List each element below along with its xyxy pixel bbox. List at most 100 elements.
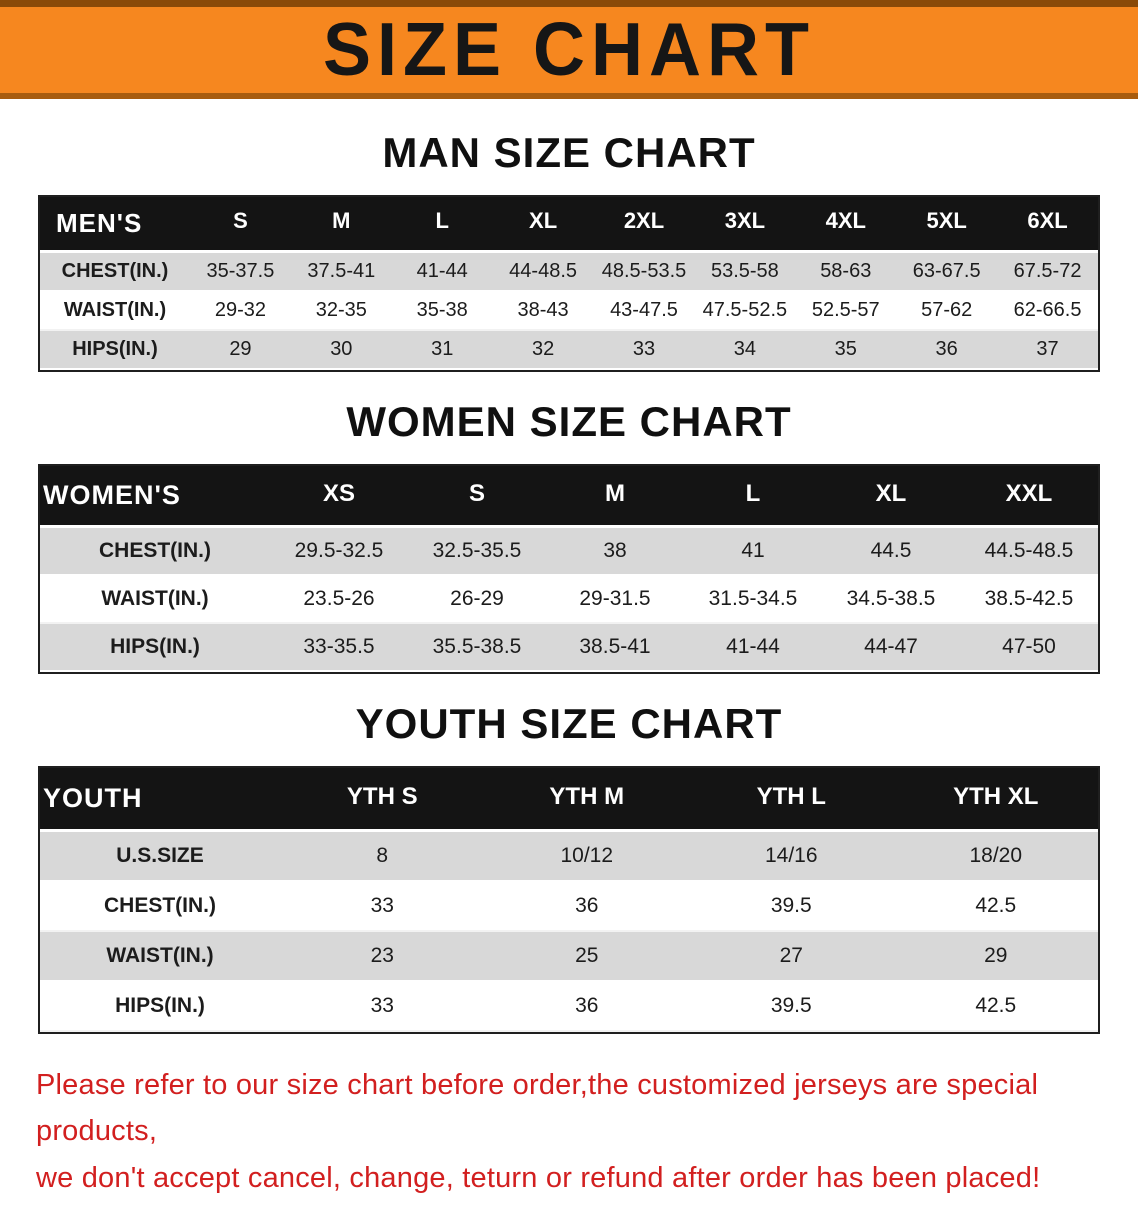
row-label: WAIST(IN.) [40, 292, 190, 331]
size-value-cell: 35-37.5 [190, 253, 291, 292]
size-column-header: XL [492, 197, 594, 253]
size-column-header: YTH M [484, 768, 689, 832]
size-column-header: 3XL [694, 197, 796, 253]
size-value-cell: 29.5-32.5 [270, 528, 408, 576]
youth-size-table: YOUTH YTH S YTH M YTH L YTH XL U.S.SIZE 8 10/12… [38, 766, 1100, 1034]
men-size-table: MEN'S S M L XL 2XL 3XL 4XL 5XL 6XL CHEST(IN.) 35-37… [38, 195, 1100, 372]
size-value-cell: 44.5 [822, 528, 960, 576]
size-value-cell: 26-29 [408, 576, 546, 624]
size-value-cell: 42.5 [893, 882, 1098, 932]
size-value-cell: 29 [190, 331, 291, 370]
footer-note: Please refer to our size chart before or… [0, 1034, 1138, 1225]
table-corner-label: MEN'S [40, 197, 190, 253]
size-chart-banner: SIZE CHART [0, 0, 1138, 99]
size-value-cell: 37 [997, 331, 1098, 370]
size-value-cell: 33 [593, 331, 695, 370]
size-value-cell: 43-47.5 [593, 292, 695, 331]
row-label: CHEST(IN.) [40, 253, 190, 292]
size-column-header: XXL [960, 466, 1098, 528]
size-value-cell: 57-62 [896, 292, 998, 331]
size-value-cell: 29 [893, 932, 1098, 982]
size-column-header: S [190, 197, 291, 253]
size-column-header: L [684, 466, 822, 528]
size-value-cell: 36 [484, 882, 689, 932]
size-value-cell: 47.5-52.5 [694, 292, 796, 331]
size-column-header: YTH L [689, 768, 894, 832]
size-value-cell: 52.5-57 [795, 292, 897, 331]
size-value-cell: 35.5-38.5 [408, 624, 546, 672]
size-value-cell: 33-35.5 [270, 624, 408, 672]
row-label: U.S.SIZE [40, 832, 280, 882]
size-value-cell: 63-67.5 [896, 253, 998, 292]
row-label: WAIST(IN.) [40, 576, 270, 624]
size-value-cell: 67.5-72 [997, 253, 1098, 292]
size-value-cell: 36 [484, 982, 689, 1032]
size-value-cell: 29-32 [190, 292, 291, 331]
size-value-cell: 35-38 [391, 292, 493, 331]
size-value-cell: 36 [896, 331, 998, 370]
size-value-cell: 34 [694, 331, 796, 370]
row-label: WAIST(IN.) [40, 932, 280, 982]
row-label: CHEST(IN.) [40, 882, 280, 932]
table-corner-label: WOMEN'S [40, 466, 270, 528]
size-value-cell: 38 [546, 528, 684, 576]
size-value-cell: 47-50 [960, 624, 1098, 672]
footer-note-line2: we don't accept cancel, change, teturn o… [36, 1161, 1041, 1194]
size-value-cell: 29-31.5 [546, 576, 684, 624]
size-value-cell: 48.5-53.5 [593, 253, 695, 292]
size-column-header: 4XL [795, 197, 897, 253]
size-value-cell: 10/12 [484, 832, 689, 882]
size-value-cell: 31 [391, 331, 493, 370]
size-value-cell: 44.5-48.5 [960, 528, 1098, 576]
size-value-cell: 32 [492, 331, 594, 370]
size-column-header: XS [270, 466, 408, 528]
size-value-cell: 41-44 [391, 253, 493, 292]
size-column-header: YTH S [280, 768, 485, 832]
women-size-table: WOMEN'S XS S M L XL XXL CHEST(IN.) 29.5-32.5 32.5… [38, 464, 1100, 674]
size-value-cell: 41-44 [684, 624, 822, 672]
size-value-cell: 44-47 [822, 624, 960, 672]
size-value-cell: 32-35 [290, 292, 392, 331]
men-section-heading: MAN SIZE CHART [382, 129, 756, 176]
women-section-heading: WOMEN SIZE CHART [346, 398, 792, 445]
size-value-cell: 14/16 [689, 832, 894, 882]
size-value-cell: 41 [684, 528, 822, 576]
size-column-header: XL [822, 466, 960, 528]
size-value-cell: 32.5-35.5 [408, 528, 546, 576]
size-value-cell: 38-43 [492, 292, 594, 331]
size-value-cell: 38.5-42.5 [960, 576, 1098, 624]
banner-title: SIZE CHART [323, 8, 815, 93]
size-value-cell: 25 [484, 932, 689, 982]
size-value-cell: 44-48.5 [492, 253, 594, 292]
size-value-cell: 34.5-38.5 [822, 576, 960, 624]
size-column-header: YTH XL [893, 768, 1098, 832]
size-value-cell: 30 [290, 331, 392, 370]
row-label: CHEST(IN.) [40, 528, 270, 576]
row-label: HIPS(IN.) [40, 982, 280, 1032]
youth-section-heading: YOUTH SIZE CHART [355, 700, 783, 747]
size-column-header: 2XL [593, 197, 695, 253]
size-value-cell: 23 [280, 932, 485, 982]
size-value-cell: 38.5-41 [546, 624, 684, 672]
size-value-cell: 31.5-34.5 [684, 576, 822, 624]
table-corner-label: YOUTH [40, 768, 280, 832]
size-value-cell: 8 [280, 832, 485, 882]
size-value-cell: 39.5 [689, 982, 894, 1032]
size-column-header: S [408, 466, 546, 528]
size-value-cell: 18/20 [893, 832, 1098, 882]
size-value-cell: 23.5-26 [270, 576, 408, 624]
size-value-cell: 39.5 [689, 882, 894, 932]
size-column-header: 5XL [896, 197, 998, 253]
size-value-cell: 62-66.5 [997, 292, 1098, 331]
footer-note-line1: Please refer to our size chart before or… [36, 1069, 1039, 1148]
size-value-cell: 37.5-41 [290, 253, 392, 292]
size-column-header: L [391, 197, 493, 253]
size-column-header: M [290, 197, 392, 253]
size-value-cell: 27 [689, 932, 894, 982]
size-value-cell: 33 [280, 982, 485, 1032]
row-label: HIPS(IN.) [40, 624, 270, 672]
size-value-cell: 42.5 [893, 982, 1098, 1032]
size-column-header: M [546, 466, 684, 528]
size-value-cell: 58-63 [795, 253, 897, 292]
size-value-cell: 33 [280, 882, 485, 932]
